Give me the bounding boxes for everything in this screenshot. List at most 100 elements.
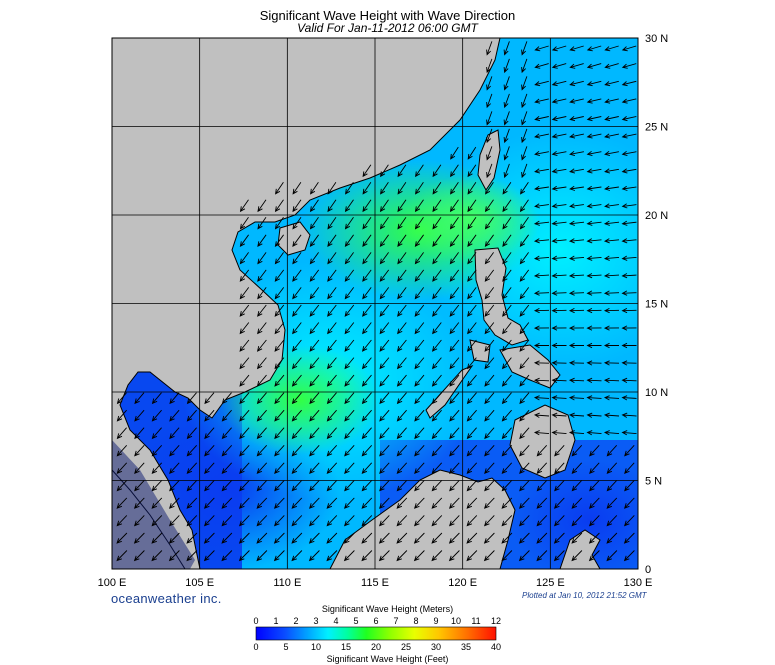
wave-arrow [533,325,550,331]
wave-arrow [467,199,477,213]
colorbar-feet-tick: 15 [340,642,351,652]
wave-arrow [168,550,180,562]
wave-arrow [309,462,320,474]
wave-arrow [466,339,477,352]
wave-arrow [274,322,285,335]
wave-arrow [116,392,127,405]
wave-arrow [589,480,600,492]
wave-arrow [432,252,442,265]
wave-direction-arrows [116,41,637,562]
wave-arrow [292,304,302,317]
wave-arrow [448,497,460,509]
wave-arrow [502,181,512,195]
wave-arrow [151,462,163,474]
wave-arrow [449,480,460,492]
wave-arrow [623,515,635,527]
wave-arrow [239,444,250,457]
wave-arrow [116,497,128,509]
wave-arrow [116,532,128,544]
wave-arrow [519,304,530,317]
wave-arrow [256,427,267,440]
wave-arrow [239,199,249,213]
wave-arrow [291,480,303,492]
wave-arrow [116,462,128,474]
wave-arrow [379,480,390,492]
wave-arrow [186,515,198,527]
wave-arrow [501,532,513,544]
wave-arrow [309,374,320,387]
colorbar-meter-tick: 7 [393,616,399,626]
wave-arrow [466,444,478,457]
wave-arrow [291,427,302,440]
wave-arrow [503,163,510,179]
chart-title: Significant Wave Height with Wave Direct… [259,8,516,23]
wave-arrow [621,325,637,331]
wave-arrow [533,290,550,296]
wave-arrow [486,41,493,56]
wave-arrow [414,480,425,492]
wave-arrow [239,480,250,492]
wave-arrow [168,515,180,527]
wave-arrow [431,374,442,387]
wave-arrow [292,199,302,213]
wave-arrow [414,322,425,335]
wave-arrow [256,392,267,405]
wave-arrow [467,252,477,265]
wave-arrow [553,515,565,527]
wave-arrow [603,255,620,261]
wave-arrow [414,287,425,300]
wave-arrow [521,58,528,74]
colorbar-feet-tick: 5 [283,642,289,652]
wave-arrow [133,532,145,544]
wave-arrow [551,168,567,174]
wave-arrow [536,497,548,509]
colorbar-meter-tick: 4 [333,616,339,626]
wave-arrow [431,409,442,422]
wave-arrow [291,444,303,457]
wave-arrow [273,497,285,509]
wave-arrow [621,308,637,314]
wave-arrow [533,360,550,366]
wave-arrow [362,252,372,265]
wave-arrow [606,480,618,492]
wave-arrow [432,181,442,195]
wave-arrow [169,480,180,492]
wave-arrow [380,164,389,178]
wave-arrow [521,41,528,56]
wave-arrow [519,374,530,387]
wave-arrow [484,374,495,387]
wave-arrow [292,252,302,265]
wave-arrow [432,322,442,335]
wave-arrow [449,234,459,248]
wave-arrow [603,395,620,401]
wave-arrow [568,273,585,279]
wave-arrow [257,322,267,335]
wave-arrow [534,80,549,87]
wave-arrow [414,409,425,422]
wave-arrow [432,199,442,213]
wave-arrow [432,287,442,300]
wave-arrow [466,480,478,492]
wave-arrow [467,234,477,248]
wave-arrow [414,304,425,317]
wave-arrow [466,427,477,440]
wave-arrow [362,304,372,317]
wave-arrow [503,76,510,91]
wave-arrow [414,462,425,474]
wave-arrow [169,427,180,440]
wave-arrow [551,342,567,349]
wave-arrow [309,427,320,440]
wave-arrow [554,480,565,492]
wave-arrow [486,128,493,144]
wave-arrow [603,290,620,296]
wave-arrow [327,269,337,282]
wave-arrow [586,290,602,296]
wave-arrow [344,339,355,352]
wave-arrow [274,392,285,405]
wave-arrow [534,185,549,191]
wave-arrow [501,480,513,492]
wave-arrow [466,497,478,509]
wave-arrow [344,304,355,317]
colorbar-feet-tick: 20 [370,642,381,652]
wave-arrow [309,304,320,317]
